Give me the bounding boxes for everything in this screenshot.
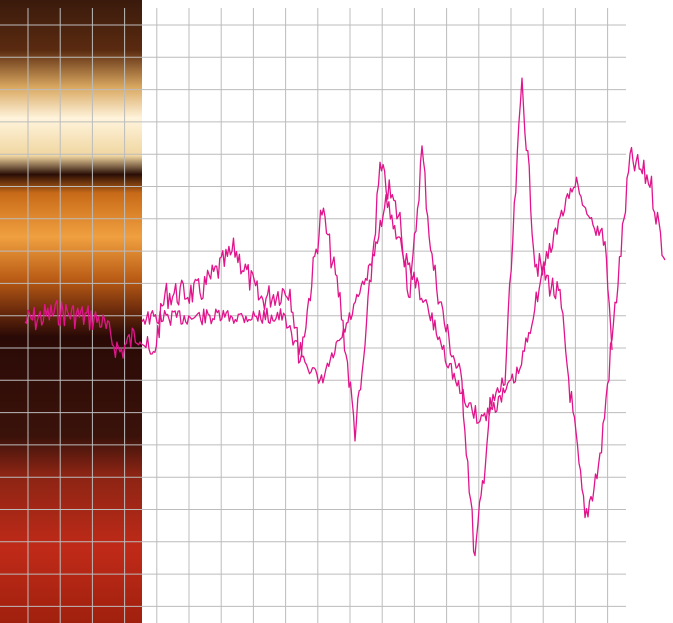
waveforms (24, 77, 666, 557)
waveform (24, 77, 666, 557)
waveform (141, 176, 613, 424)
